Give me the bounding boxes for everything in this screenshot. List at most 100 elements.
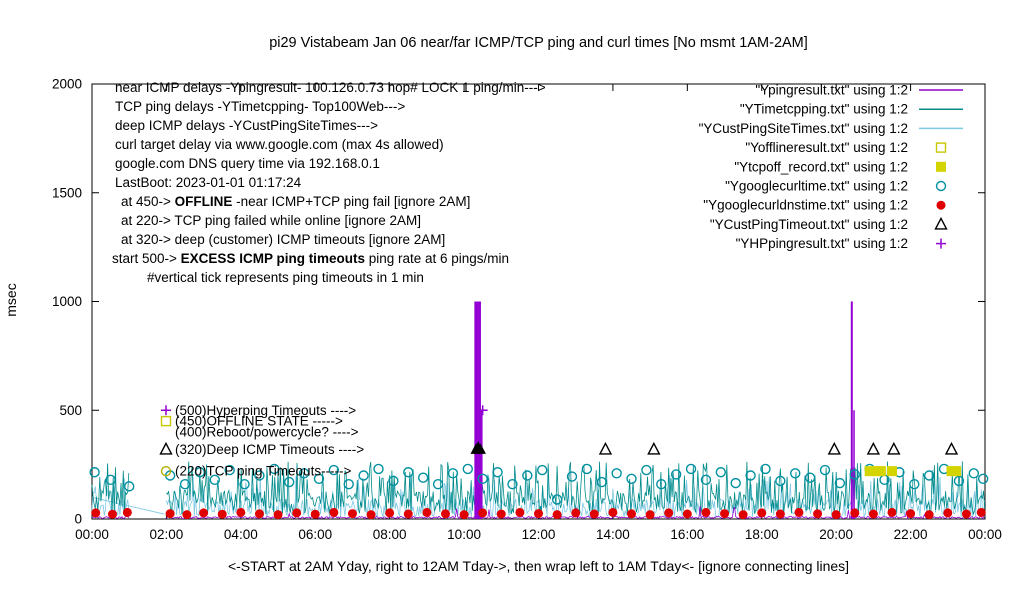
- open-circle-marker: [700, 474, 712, 486]
- filled-circle-marker: [310, 509, 320, 519]
- filled-circle-marker: [459, 510, 469, 520]
- x-tick-label: 18:00: [745, 527, 779, 542]
- filled-circle-marker: [664, 508, 674, 518]
- filled-circle-marker: [329, 507, 339, 517]
- series-Ypingresult-spikes: [474, 301, 855, 519]
- open-circle-marker: [313, 473, 325, 484]
- open-circle-marker: [209, 474, 220, 486]
- filled-circle-marker: [515, 507, 525, 517]
- filled-circle-marker: [906, 509, 916, 519]
- open-circle-marker: [492, 467, 503, 478]
- x-tick-label: 00:00: [75, 527, 109, 542]
- legend: "Ypingresult.txt" using 1:2 "YTimetcpping…: [699, 83, 963, 251]
- open-circle-marker: [432, 479, 444, 490]
- x-tick-label: 22:00: [894, 527, 928, 542]
- open-square-marker: [160, 415, 172, 427]
- series-custpingtimeout_open: [598, 441, 959, 455]
- filled-circle-marker: [936, 200, 946, 210]
- open-circle-marker: [566, 471, 578, 482]
- filled-circle-marker: [627, 509, 637, 519]
- open-triangle-marker: [934, 216, 948, 230]
- open-circle-marker: [551, 494, 563, 505]
- open-circle-marker: [968, 468, 980, 479]
- open-circle-marker: [403, 467, 414, 478]
- level-annotation: (220)TCP ping Timeouts----->: [175, 464, 352, 479]
- x-axis-label: <-START at 2AM Yday, right to 12AM Tday-…: [227, 558, 850, 574]
- open-circle-marker: [923, 470, 935, 481]
- open-circle-marker: [194, 467, 206, 478]
- series-custpingtimeout_filled: [470, 441, 486, 454]
- open-circle-marker: [254, 470, 265, 481]
- filled-circle-marker: [273, 510, 283, 520]
- open-circle-marker: [849, 469, 860, 480]
- open-circle-marker: [284, 476, 295, 488]
- series-YTimetcpping: [91, 461, 985, 516]
- open-circle-marker: [477, 473, 488, 484]
- open-circle-marker: [715, 467, 727, 478]
- filled-circle-marker: [534, 509, 543, 519]
- filled-circle-marker: [385, 508, 395, 518]
- filled-circle-marker: [422, 507, 432, 517]
- filled-square-marker: [950, 466, 961, 477]
- x-tick-label: 14:00: [596, 527, 630, 542]
- open-circle-marker: [819, 464, 831, 476]
- legend-label: "Ygooglecurldnstime.txt" using 1:2: [703, 198, 908, 213]
- filled-circle-marker: [478, 508, 488, 518]
- annotation-line: start 500-> EXCESS ICMP ping timeouts pi…: [112, 251, 509, 266]
- filled-circle-marker: [122, 507, 132, 517]
- open-circle-marker: [656, 479, 667, 490]
- filled-circle-marker: [924, 510, 934, 520]
- filled-circle-marker: [236, 507, 246, 517]
- filled-circle-marker: [608, 507, 618, 517]
- x-tick-label: 02:00: [150, 527, 184, 542]
- filled-circle-marker: [217, 509, 227, 519]
- open-circle-marker: [239, 479, 250, 490]
- open-circle-marker: [160, 465, 172, 477]
- filled-square-marker: [864, 466, 875, 477]
- open-circle-marker: [417, 472, 429, 483]
- open-circle-marker: [641, 464, 652, 476]
- annotations-mid: (500)Hyperping Timeouts ---->(450)OFFLIN…: [159, 403, 364, 479]
- open-circle-marker: [269, 463, 280, 475]
- filled-circle-marker: [775, 509, 785, 519]
- open-circle-marker: [507, 479, 518, 490]
- filled-circle-marker: [366, 510, 376, 520]
- legend-label: "YCustPingTimeout.txt" using 1:2: [710, 217, 908, 232]
- level-annotation: (450)OFFLINE STATE ----->: [175, 414, 343, 429]
- filled-circle-marker: [440, 509, 450, 519]
- filled-circle-marker: [682, 509, 692, 519]
- open-circle-marker: [105, 474, 116, 486]
- open-triangle-marker: [827, 441, 841, 455]
- level-annotation: (400)Reboot/powercycle? ---->: [175, 425, 359, 440]
- series-hp_ping: [477, 405, 488, 416]
- open-circle-marker: [909, 479, 920, 490]
- filled-circle-marker: [976, 507, 986, 517]
- open-circle-marker: [522, 470, 533, 481]
- x-tick-label: 12:00: [522, 527, 556, 542]
- filled-circle-marker: [887, 507, 897, 517]
- y-tick-label: 2000: [52, 77, 82, 92]
- annotations-left: near ICMP delays -Ypingresult- 100.126.0…: [112, 80, 546, 285]
- open-circle-marker: [953, 475, 965, 487]
- open-circle-marker: [462, 463, 474, 475]
- open-triangle-marker: [159, 441, 173, 455]
- filled-triangle-marker: [474, 443, 486, 454]
- filled-circle-marker: [961, 509, 971, 519]
- open-square-marker: [935, 142, 947, 153]
- filled-circle-marker: [292, 508, 302, 518]
- filled-circle-marker: [738, 510, 748, 520]
- legend-label: "YHPpingresult.txt" using 1:2: [736, 236, 908, 251]
- open-circle-marker: [537, 464, 548, 476]
- annotation-line: at 320-> deep (customer) ICMP timeouts […: [121, 232, 445, 247]
- open-circle-marker: [124, 481, 135, 492]
- annotation-line: LastBoot: 2023-01-01 01:17:24: [115, 175, 302, 190]
- annotation-line: near ICMP delays -Ypingresult- 100.126.0…: [115, 80, 546, 95]
- filled-circle-marker: [868, 509, 878, 519]
- open-circle-marker: [179, 479, 191, 490]
- level-annotation: (500)Hyperping Timeouts ---->: [175, 403, 356, 418]
- filled-circle-marker: [813, 509, 823, 519]
- open-circle-marker: [611, 468, 622, 479]
- open-circle-marker: [298, 468, 310, 479]
- y-tick-label: 1500: [52, 185, 82, 200]
- y-tick-label: 1000: [52, 294, 82, 309]
